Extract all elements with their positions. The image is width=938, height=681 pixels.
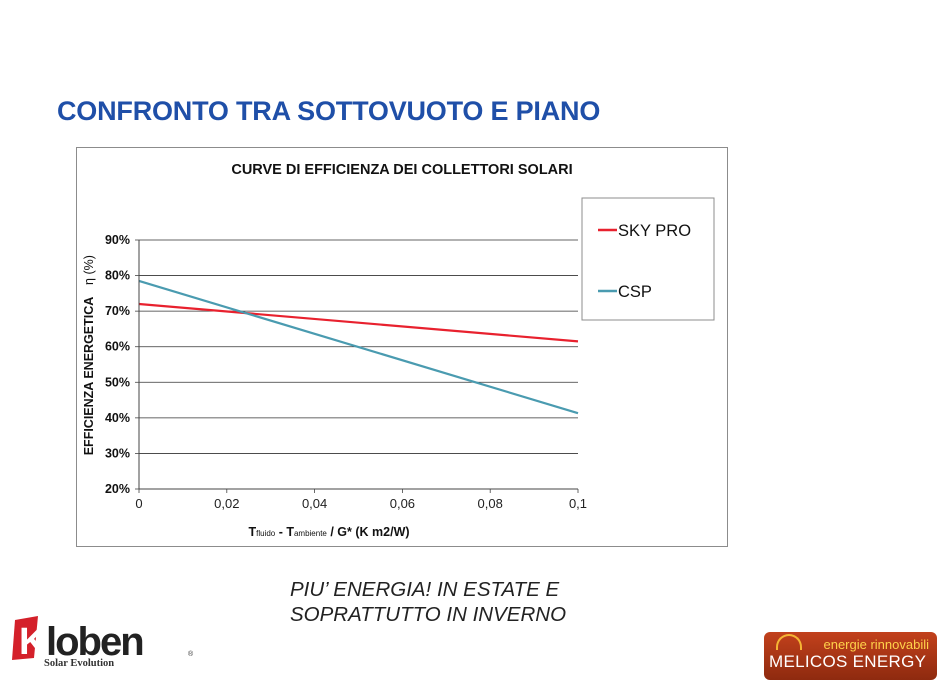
tagline-line-1: PIU’ ENERGIA! IN ESTATE E bbox=[290, 578, 560, 601]
tagline: PIU’ ENERGIA! IN ESTATE E SOPRATTUTTO IN… bbox=[290, 577, 566, 627]
slide-title: CONFRONTO TRA SOTTOVUOTO E PIANO bbox=[57, 96, 601, 126]
y-axis-symbol: η (%) bbox=[82, 255, 96, 285]
x-tick-label: 0 bbox=[135, 496, 142, 511]
y-tick-label: 40% bbox=[105, 411, 130, 425]
x-tick-label: 0,06 bbox=[390, 496, 415, 511]
melicos-name: MELICOS ENERGY bbox=[769, 652, 927, 671]
x-tick-label: 0,04 bbox=[302, 496, 327, 511]
x-tick-label: 0,08 bbox=[478, 496, 503, 511]
y-tick-label: 90% bbox=[105, 233, 130, 247]
melicos-tagline: energie rinnovabili bbox=[823, 637, 929, 652]
kloben-subtitle: Solar Evolution bbox=[44, 658, 115, 669]
sun-icon bbox=[776, 634, 802, 650]
svg-text:®: ® bbox=[188, 650, 194, 658]
kloben-logo-mark: K loben ® bbox=[12, 616, 194, 664]
chart-frame: CURVE DI EFFICIENZA DEI COLLETTORI SOLAR… bbox=[76, 147, 728, 547]
y-tick-label: 60% bbox=[105, 340, 130, 354]
x-tick-label: 0,1 bbox=[569, 496, 587, 511]
svg-text:loben: loben bbox=[46, 620, 143, 662]
series-line-sky-pro bbox=[138, 302, 579, 343]
legend-box bbox=[581, 197, 715, 321]
chart-title: CURVE DI EFFICIENZA DEI COLLETTORI SOLAR… bbox=[231, 162, 573, 178]
chart-legend: SKY PRO CSP bbox=[581, 197, 715, 321]
x-tick-label: 0,02 bbox=[214, 496, 239, 511]
kloben-logo: K loben ® bbox=[12, 612, 197, 676]
legend-label-sky-pro: SKY PRO bbox=[618, 222, 691, 240]
y-axis-label: EFFICIENZA ENERGETICA bbox=[82, 297, 96, 456]
y-tick-label: 80% bbox=[105, 269, 130, 283]
x-axis-label: Tfluido - Tambiente / G* (K m2/W) bbox=[248, 525, 409, 539]
tagline-line-2: SOPRATTUTTO IN INVERNO bbox=[290, 603, 567, 626]
y-tick-label: 30% bbox=[105, 446, 130, 460]
svg-text:K: K bbox=[19, 621, 47, 662]
legend-label-csp: CSP bbox=[618, 283, 652, 301]
efficiency-chart: 20% 30% 40% 50% 60% 70% 80% 90% 0 0,02 0,04 0,06 0,0… bbox=[82, 197, 715, 539]
y-tick-label: 50% bbox=[105, 375, 130, 389]
y-tick-label: 20% bbox=[105, 482, 130, 496]
melicos-logo: energie rinnovabili MELICOS ENERGY bbox=[764, 632, 937, 680]
y-tick-label: 70% bbox=[105, 304, 130, 318]
series-line-csp bbox=[138, 279, 579, 415]
